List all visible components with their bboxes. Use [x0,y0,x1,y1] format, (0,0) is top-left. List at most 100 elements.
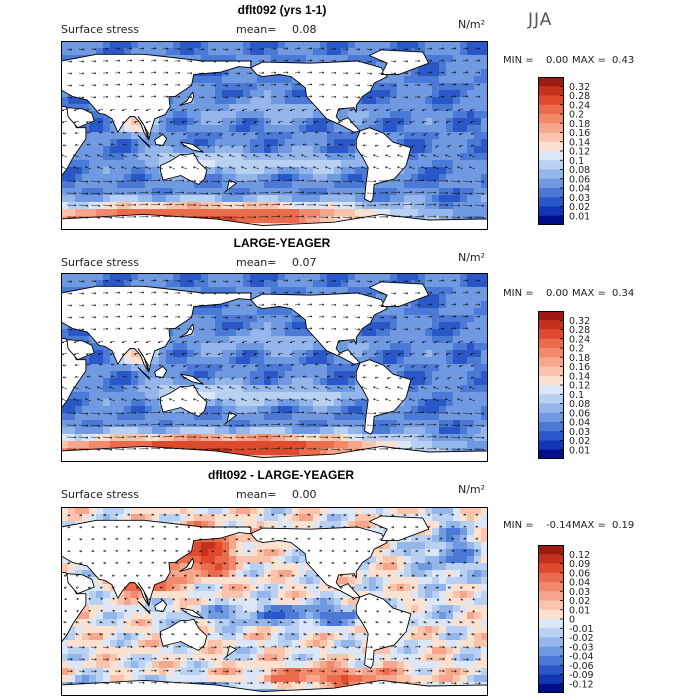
field-cell [327,413,335,421]
field-cell [236,181,244,189]
stress-vector-head [466,47,469,50]
stress-vector-head [154,59,157,62]
field-cell [341,357,349,365]
field-cell [187,315,195,323]
field-cell [250,273,258,281]
field-cell [355,406,363,414]
field-cell [222,146,230,154]
field-cell [313,41,321,49]
field-cell [257,146,265,154]
field-cell [313,132,321,140]
field-cell [460,55,468,63]
field-cell [236,90,244,98]
field-cell [215,90,223,98]
field-cell [481,392,488,400]
field-cell [278,434,286,442]
stress-vector-head [349,154,352,157]
field-cell [278,202,286,210]
field-cell [292,118,300,126]
field-cell [334,55,342,63]
field-cell [411,160,419,168]
field-cell [474,350,482,358]
stress-vector-head [178,59,181,63]
field-cell [299,413,307,421]
field-cell [215,406,223,414]
stress-vector [102,204,113,207]
field-cell [103,420,111,428]
field-cell [264,399,272,407]
stress-vector-head [430,279,433,282]
field-cell [96,146,104,154]
field-cell [187,118,195,126]
field-cell [306,104,314,112]
field-cell [264,329,272,337]
field-cell [320,357,328,365]
stress-vector-head [166,71,169,74]
field-cell [222,322,230,330]
field-cell [278,188,286,196]
stress-vector-head [130,279,133,282]
field-cell [110,188,118,196]
land-borneo [154,133,168,146]
field-cell [264,448,272,456]
field-cell [376,350,384,358]
field-cell [285,174,293,182]
field-cell [439,48,447,56]
stress-vector [253,154,260,158]
field-cell [460,125,468,133]
stress-vector-head [97,108,101,112]
stress-vector [422,340,428,343]
field-cell [173,118,181,126]
field-cell [145,195,153,203]
stress-vector-head [418,291,421,295]
colorbar-label: 0.02 [569,202,590,213]
panel-1-field-label: Surface stress [61,23,139,36]
stress-vector [182,352,188,355]
field-cell [348,371,356,379]
stress-vector [267,364,272,367]
stress-vector-head [442,83,445,86]
field-cell [61,280,69,288]
field-cell [250,301,258,309]
stress-vector [375,144,380,147]
field-cell [68,413,76,421]
stress-vector-head [61,120,65,124]
stress-vector [410,108,416,111]
field-cell [390,41,398,49]
field-cell [404,420,412,428]
field-cell [215,125,223,133]
stress-vector [378,48,384,50]
field-cell [264,273,272,281]
field-cell [432,55,440,63]
field-cell [103,413,111,421]
stress-vector-head [286,279,289,282]
stress-vector-head [301,340,305,344]
field-cell [173,125,181,133]
field-cell [299,427,307,435]
stress-vector-head [350,180,353,183]
field-cell [383,427,391,435]
field-cell [474,160,482,168]
field-cell [397,329,405,337]
stress-vector [278,120,284,123]
field-cell [355,287,363,295]
field-cell [96,378,104,386]
field-cell [453,399,461,407]
stress-vector [146,120,152,123]
stress-vector [150,60,157,62]
field-cell [418,322,426,330]
field-cell [278,209,286,217]
stress-vector [373,154,380,158]
field-cell [292,357,300,365]
stress-vector [138,216,149,218]
field-cell [201,41,209,49]
stress-vector-head [169,352,173,356]
stress-vector-head [178,279,181,283]
stress-vector-head [454,71,457,74]
field-cell [467,139,475,147]
stress-vector-head [190,279,193,283]
field-cell [376,181,384,189]
stress-vector [123,132,128,134]
stress-vector-head [406,328,409,331]
field-cell [201,111,209,119]
